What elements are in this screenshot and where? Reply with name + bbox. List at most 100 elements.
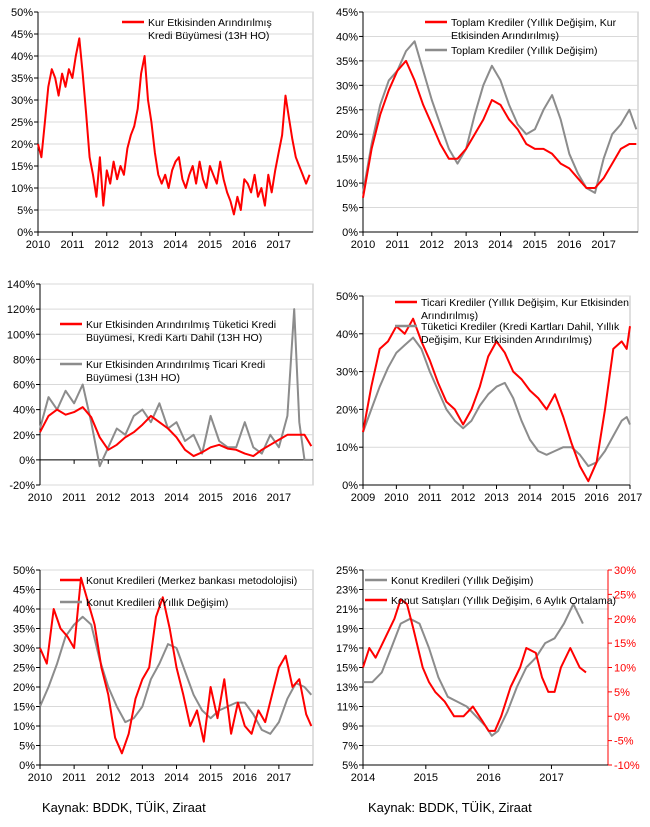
x-tick-label: 2014 xyxy=(164,492,188,504)
y-tick-label: 30% xyxy=(13,643,35,655)
y-tick-label: 9% xyxy=(342,721,358,733)
y-tick-label: 0% xyxy=(342,227,358,239)
y-tick-label: 10% xyxy=(11,183,33,195)
series-line-2 xyxy=(39,308,312,468)
x-tick-label: 2014 xyxy=(163,239,187,251)
series-line-2 xyxy=(362,40,638,194)
y-tick-label: 30% xyxy=(336,367,358,379)
x-tick-label: 2011 xyxy=(61,239,85,251)
x-tick-label: 2009 xyxy=(351,492,375,504)
y-tick-label: 15% xyxy=(336,663,358,675)
y-tick-label: 10% xyxy=(13,721,35,733)
y-tick-label: 25% xyxy=(13,663,35,675)
y-tick-label: 13% xyxy=(336,682,358,694)
x-tick-label: 2011 xyxy=(62,772,86,784)
y2-tick-label: -10% xyxy=(614,760,640,772)
series-line-1 xyxy=(39,406,313,458)
y-tick-label: 10% xyxy=(336,442,358,454)
y-tick-label: 25% xyxy=(336,565,358,577)
chart-panel-4: 0% 10% 20% 30% 40% 50% 2009 2010 2011 2012 2013 201… xyxy=(336,291,642,504)
y-tick-label: 40% xyxy=(13,604,35,616)
x-tick-label: 2014 xyxy=(488,239,512,251)
y-tick-label: 0% xyxy=(19,455,35,467)
legend-label: Kur Etkisinden Arındırılmış Ticari Kredi… xyxy=(86,359,265,384)
chart-panel-2: 0% 5% 10% 15% 20% 25% 30% 35% 40% 45% 2010 2011 2012… xyxy=(336,7,639,251)
y-tick-label: 10% xyxy=(336,178,358,190)
x-tick-label: 2013 xyxy=(130,492,154,504)
x-tick-label: 2010 xyxy=(26,239,50,251)
y-tick-label: 21% xyxy=(336,604,358,616)
y-tick-label: 25% xyxy=(336,105,358,117)
y-tick-label: 0% xyxy=(17,227,33,239)
x-tick-label: 2017 xyxy=(267,772,291,784)
y-tick-label: 140% xyxy=(7,279,35,291)
y-tick-label: 80% xyxy=(13,354,35,366)
series-line-1 xyxy=(39,576,313,755)
y-tick-label: 15% xyxy=(11,161,33,173)
y2-tick-label: -5% xyxy=(614,736,634,748)
x-tick-label: 2010 xyxy=(28,772,52,784)
y-tick-label: 45% xyxy=(336,7,358,19)
y-tick-label: 35% xyxy=(336,56,358,68)
y-tick-label: 20% xyxy=(11,139,33,151)
y-tick-label: 30% xyxy=(11,95,33,107)
y-tick-label: 45% xyxy=(11,29,33,41)
x-tick-label: 2012 xyxy=(451,492,475,504)
y-tick-label: 40% xyxy=(336,31,358,43)
y-tick-label: 5% xyxy=(342,203,358,215)
series-line-2 xyxy=(362,598,587,732)
x-tick-label: 2015 xyxy=(414,772,438,784)
series-line-1 xyxy=(37,37,311,216)
x-tick-label: 2017 xyxy=(267,492,291,504)
x-tick-label: 2015 xyxy=(198,492,222,504)
x-tick-label: 2010 xyxy=(384,492,408,504)
x-tick-label: 2017 xyxy=(539,772,563,784)
legend-label: Konut Kredileri (Merkez bankası metodolo… xyxy=(86,575,297,587)
x-tick-label: 2015 xyxy=(198,239,222,251)
x-tick-label: 2012 xyxy=(96,772,120,784)
y-tick-label: 30% xyxy=(336,80,358,92)
x-tick-label: 2014 xyxy=(518,492,542,504)
x-tick-label: 2013 xyxy=(484,492,508,504)
source-note-left: Kaynak: BDDK, TÜİK, Ziraat xyxy=(42,800,206,815)
legend-label: Konut Satışları (Yıllık Değişim, 6 Aylık… xyxy=(391,595,616,607)
legend-label: Tüketici Krediler (Kredi Kartları Dahil,… xyxy=(421,321,620,346)
x-tick-label: 2016 xyxy=(232,239,256,251)
y-tick-label: 20% xyxy=(13,682,35,694)
x-tick-label: 2012 xyxy=(95,239,119,251)
y-tick-label: 5% xyxy=(17,205,33,217)
legend-label: Kur Etkisinden Arındırılmış Tüketici Kre… xyxy=(86,319,276,344)
y-tick-label: 11% xyxy=(337,702,358,714)
x-tick-label: 2016 xyxy=(233,492,257,504)
y-tick-label: 50% xyxy=(13,565,35,577)
y-tick-label: 20% xyxy=(13,430,35,442)
x-tick-label: 2013 xyxy=(129,239,153,251)
series-line-1 xyxy=(363,603,584,737)
y-tick-label: 23% xyxy=(336,585,358,597)
y-tick-label: 25% xyxy=(11,117,33,129)
y-tick-label: 15% xyxy=(336,154,358,166)
y-tick-label: 20% xyxy=(336,404,358,416)
legend-label: Kur Etkisinden Arındırılmış Kredi Büyümes… xyxy=(148,17,272,42)
x-tick-label: 2012 xyxy=(420,239,444,251)
x-tick-label: 2015 xyxy=(523,239,547,251)
y2-tick-label: 25% xyxy=(614,589,636,601)
x-tick-label: 2013 xyxy=(454,239,478,251)
y2-tick-label: 10% xyxy=(614,663,636,675)
x-tick-label: 2011 xyxy=(386,239,410,251)
x-tick-label: 2016 xyxy=(557,239,581,251)
x-tick-label: 2017 xyxy=(266,239,290,251)
x-tick-label: 2017 xyxy=(591,239,615,251)
legend-label: Konut Kredileri (Yıllık Değişim) xyxy=(86,597,228,609)
x-tick-label: 2011 xyxy=(418,492,442,504)
y-tick-label: 20% xyxy=(336,129,358,141)
series-line-2 xyxy=(39,615,313,735)
x-tick-label: 2010 xyxy=(28,492,52,504)
y-tick-label: 50% xyxy=(336,291,358,303)
x-tick-label: 2016 xyxy=(584,492,608,504)
y-tick-label: 19% xyxy=(336,624,358,636)
y-tick-label: 35% xyxy=(11,73,33,85)
y-tick-label: 5% xyxy=(342,760,358,772)
chart-panel-1: 0% 5% 10% 15% 20% 25% 30% 35% 40% 45% 50% 2010 2011 2… xyxy=(11,7,314,251)
y-tick-label: 17% xyxy=(336,643,358,655)
